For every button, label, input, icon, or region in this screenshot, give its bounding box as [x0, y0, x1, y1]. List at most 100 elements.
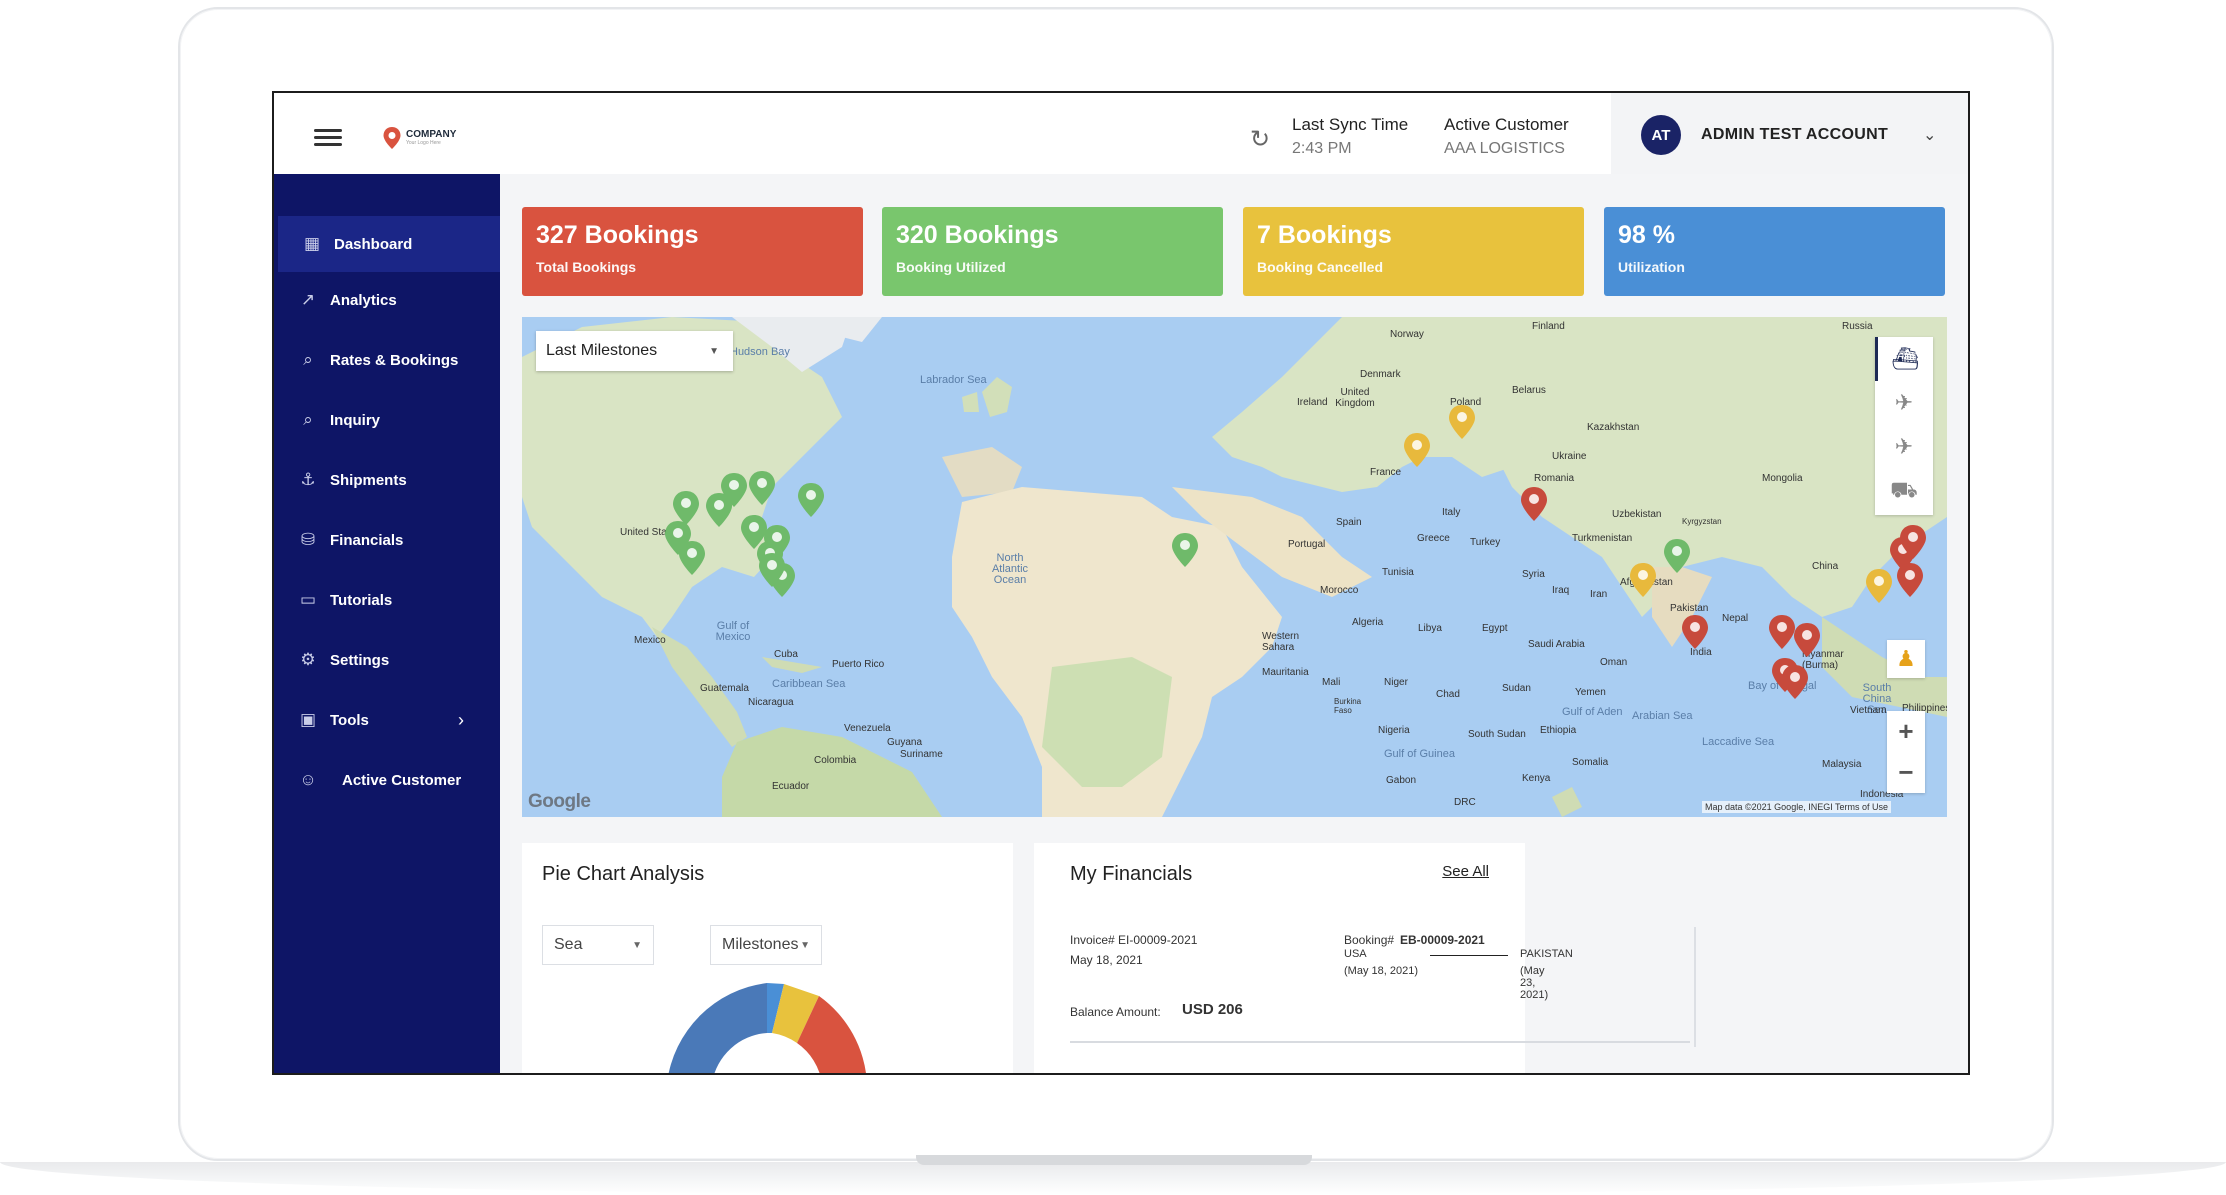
plane-icon[interactable]: ✈	[1894, 390, 1914, 415]
map-label: Italy	[1442, 507, 1461, 518]
stat-card-booking-utilized[interactable]: 320 Bookings Booking Utilized	[882, 207, 1223, 296]
map-label: Egypt	[1482, 623, 1508, 634]
stat-card-booking-cancelled[interactable]: 7 Bookings Booking Cancelled	[1243, 207, 1584, 296]
sidebar: ▦ Dashboard ↗ Analytics ⌕ Rates & Bookin…	[274, 174, 500, 1073]
menu-icon[interactable]	[314, 129, 342, 149]
sidebar-item-financials[interactable]: ⛁ Financials	[274, 512, 500, 568]
sidebar-item-analytics[interactable]: ↗ Analytics	[274, 272, 500, 328]
truck-icon[interactable]: ⛟	[1890, 476, 1918, 502]
invoice-number[interactable]: Invoice# EI-00009-2021	[1070, 933, 1198, 947]
map-label: Venezuela	[844, 723, 891, 734]
map-label: Romania	[1534, 473, 1575, 484]
map-label: Indonesia	[1860, 789, 1904, 800]
map-label: Greece	[1417, 533, 1450, 544]
map-label: Burkina Faso	[1334, 697, 1362, 715]
stat-label: Booking Cancelled	[1257, 259, 1384, 275]
pie-slice[interactable]	[667, 983, 767, 1075]
map-label: Belarus	[1512, 385, 1546, 396]
box-icon: ▣	[299, 710, 317, 729]
map-attribution[interactable]: Map data ©2021 Google, INEGI Terms of Us…	[1702, 801, 1892, 813]
origin-date: (May 18, 2021)	[1344, 965, 1418, 977]
caret-down-icon: ▼	[632, 939, 642, 951]
map-label: South China Sea	[1862, 682, 1892, 716]
ship-icon[interactable]: ⛴	[1875, 337, 1933, 381]
chevron-down-icon[interactable]: ⌄	[1923, 127, 1937, 144]
map-label: Kenya	[1522, 773, 1551, 784]
google-logo: Google	[528, 791, 591, 812]
map-label: Gulf of Mexico	[715, 620, 751, 643]
stat-card-utilization[interactable]: 98 % Utilization	[1604, 207, 1945, 296]
account-menu[interactable]: AT ADMIN TEST ACCOUNT ⌄	[1611, 93, 1968, 174]
invoice-date: May 18, 2021	[1070, 953, 1143, 967]
zoom-in-button[interactable]: +	[1898, 716, 1914, 746]
sidebar-item-label: Analytics	[330, 291, 397, 309]
sidebar-item-active-customer[interactable]: ☺ Active Customer	[274, 752, 500, 808]
map-label: Cuba	[774, 649, 798, 660]
stat-card-total-bookings[interactable]: 327 Bookings Total Bookings	[522, 207, 863, 296]
map-label: South Sudan	[1468, 729, 1526, 740]
pie-slice[interactable]	[797, 996, 867, 1075]
sidebar-item-shipments[interactable]: ⚓ Shipments	[274, 452, 500, 508]
destination-date: (May 23, 2021)	[1520, 965, 1549, 1001]
customer-label: Active Customer	[1444, 115, 1569, 134]
sidebar-item-settings[interactable]: ⚙ Settings	[274, 632, 500, 688]
chevron-right-icon: ›	[458, 709, 464, 730]
scrollbar[interactable]	[1694, 927, 1696, 1047]
map-label: Mexico	[634, 635, 666, 646]
company-logo[interactable]: COMPANY Your Logo Here	[382, 126, 456, 150]
avatar: AT	[1641, 115, 1681, 155]
pegman-icon[interactable]: ♟	[1887, 640, 1925, 678]
sidebar-item-inquiry[interactable]: ⌕ Inquiry	[274, 392, 500, 448]
plane-alt-icon[interactable]: ✈	[1894, 434, 1914, 459]
map-label: Iraq	[1552, 585, 1570, 596]
route-line	[1430, 955, 1508, 956]
pie-slice[interactable]	[767, 983, 784, 1033]
trend-icon: ↗	[300, 290, 316, 309]
map-label: Suriname	[900, 749, 943, 760]
booking-number[interactable]: EB-00009-2021	[1400, 933, 1485, 947]
map-label: United States	[620, 527, 681, 538]
map-label: Myanmar (Burma)	[1802, 649, 1844, 671]
caret-down-icon: ▼	[709, 345, 719, 357]
panel-title: My Financials	[1070, 863, 1193, 885]
sidebar-item-label: Dashboard	[334, 235, 413, 253]
sidebar-item-tutorials[interactable]: ▭ Tutorials	[274, 572, 500, 628]
map-label: Gabon	[1386, 775, 1417, 786]
sidebar-item-label: Rates & Bookings	[330, 351, 459, 369]
zoom-out-button[interactable]: −	[1898, 757, 1914, 787]
gear-icon: ⚙	[300, 650, 316, 669]
map-label: Tunisia	[1382, 567, 1414, 578]
sync-icon[interactable]: ↻	[1250, 126, 1271, 153]
dashboard-icon: ▦	[303, 234, 321, 253]
map-label: Finland	[1532, 321, 1565, 332]
pie-slice[interactable]	[772, 984, 819, 1043]
stat-value: 327 Bookings	[536, 221, 699, 249]
laptop-notch	[916, 1155, 1312, 1165]
map-label: Afghanistan	[1620, 577, 1673, 588]
company-name: COMPANY	[406, 129, 457, 140]
map-label: Malaysia	[1822, 759, 1862, 770]
transport-mode-toolbar: ⛴ ✈ ✈ ⛟	[1875, 337, 1933, 515]
type-select[interactable]: Milestones ▼	[710, 925, 822, 965]
map-label: Caribbean Sea	[772, 678, 846, 690]
milestone-select[interactable]: Last Milestones ▼	[536, 331, 733, 371]
map-label: Somalia	[1572, 757, 1609, 768]
map-label: Poland	[1450, 397, 1482, 408]
mode-select[interactable]: Sea ▼	[542, 925, 654, 965]
map-label: France	[1370, 467, 1402, 478]
map-label: United Kingdom	[1335, 387, 1375, 409]
money-icon: ⛁	[300, 530, 316, 549]
sync-label: Last Sync Time	[1292, 115, 1409, 134]
sidebar-item-label: Inquiry	[330, 411, 381, 429]
map-label: Algeria	[1352, 617, 1384, 628]
sidebar-item-dashboard[interactable]: ▦ Dashboard	[278, 216, 500, 272]
map-label: Gulf of Aden	[1562, 706, 1623, 718]
sidebar-item-tools[interactable]: ▣ Tools ›	[274, 692, 500, 748]
see-all-link[interactable]: See All	[1442, 863, 1489, 880]
destination-country: PAKISTAN	[1520, 948, 1573, 960]
map-label: India	[1690, 647, 1712, 658]
sidebar-item-rates-bookings[interactable]: ⌕ Rates & Bookings	[274, 332, 500, 388]
map-label: Yemen	[1575, 687, 1606, 698]
laptop-base	[0, 1162, 2226, 1195]
shipment-map[interactable]: Finland Norway Russia Denmark Ireland Un…	[522, 317, 1947, 817]
